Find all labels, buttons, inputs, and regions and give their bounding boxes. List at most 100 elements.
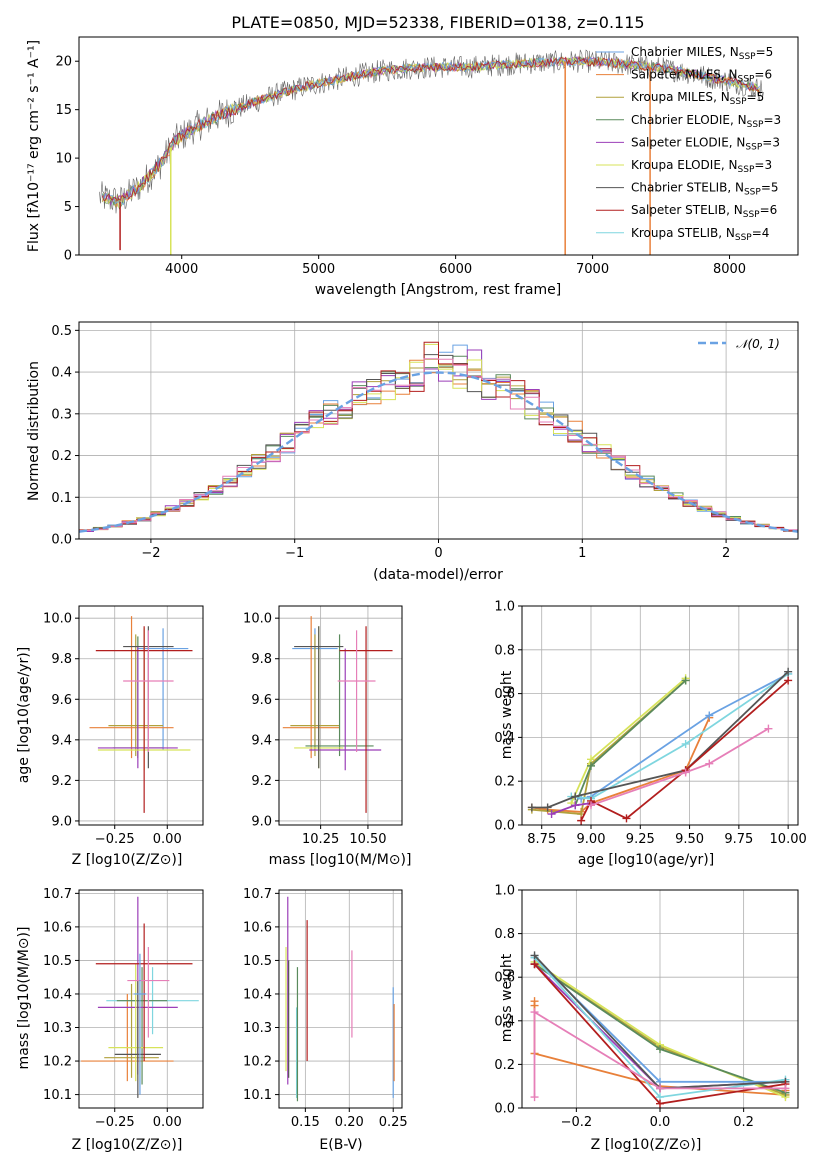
spectrum-legend-ssp-subscript: SSP — [739, 52, 756, 62]
residuals-y-tick-label: 0.0 — [51, 533, 72, 548]
mass-ebv-y-tick-label: 10.5 — [243, 954, 272, 969]
spectrum-legend-ssp-subscript: SSP — [747, 120, 764, 130]
spectrum-legend-name: Kroupa STELIB — [631, 226, 718, 240]
weight-z-x-label: Z [log10(Z/Z⊙)] — [591, 1137, 702, 1153]
weight-age-point-salpeter_elodie — [571, 801, 580, 810]
weight-age-point-pink — [705, 759, 714, 768]
residuals-y-tick-label: 0.3 — [51, 407, 72, 422]
age-z-y-tick-label: 9.6 — [51, 693, 72, 708]
weight-z-y-tick-label: 0.8 — [494, 927, 515, 942]
weight-age-point-chabrier_stelib — [543, 803, 552, 812]
weight-age-point-chabrier_miles — [705, 711, 714, 720]
spectrum-y-tick-label: 15 — [55, 103, 72, 118]
age-z-y-tick-label: 9.4 — [51, 733, 72, 748]
spectrum-legend-n-value: =3 — [763, 113, 781, 127]
weight-age-y-tick-label: 0.4 — [494, 731, 515, 746]
weight-z-x-tick-label: 0.0 — [650, 1115, 671, 1130]
spectrum-frame — [78, 36, 799, 256]
weight-age-point-chabrier_stelib — [784, 667, 793, 676]
mass-vs-ebv-panel: E(B-V) 0.15 0.20 0.25 10.1 10.2 10.3 10.4 10.5 1… — [243, 887, 408, 1153]
weight-age-point-salpeter_stelib — [784, 676, 793, 685]
spectrum-legend-label: Chabrier MILES, NSSP=5 — [631, 45, 773, 62]
weight-age-x-tick-label: 9.75 — [724, 832, 753, 847]
age-z-y-tick-label: 9.0 — [51, 814, 72, 829]
mass-z-y-tick-label: 10.5 — [43, 954, 72, 969]
spectrum-legend-name: Kroupa MILES — [631, 90, 713, 104]
weight-age-y-tick-label: 0.6 — [494, 687, 515, 702]
spectrum-legend-n-value: =6 — [754, 68, 772, 82]
residuals-x-tick-label: −1 — [285, 546, 304, 561]
mass-z-y-tick-label: 10.2 — [43, 1055, 72, 1070]
residuals-panel: (data-model)/error Normed distribution −… — [26, 321, 799, 583]
spectrum-legend-n-prefix: , N — [721, 68, 738, 82]
weight-z-point-salpeter_stelib — [530, 960, 539, 969]
weight-z-point-pink — [530, 1093, 539, 1102]
spectrum-legend-label: Chabrier ELODIE, NSSP=3 — [631, 113, 781, 130]
weight-vs-age-panel: mass weight age [log10(age/yr)] 8.75 9.00… — [494, 600, 806, 869]
spectrum-legend-ssp-subscript: SSP — [745, 142, 762, 152]
residuals-legend-label: 𝒩(0, 1) — [736, 337, 780, 351]
spectrum-legend-ssp-subscript: SSP — [738, 75, 755, 85]
spectrum-y-tick-label: 20 — [55, 55, 72, 70]
spectrum-legend-ssp-subscript: SSP — [744, 188, 761, 198]
age-mass-y-tick-label: 9.4 — [251, 733, 272, 748]
spectrum-x-tick-label: 7000 — [576, 262, 609, 277]
mass-ebv-y-tick-label: 10.2 — [243, 1055, 272, 1070]
mass-z-x-tick-label: −0.25 — [95, 1115, 135, 1130]
weight-age-x-label: age [log10(age/yr)] — [578, 852, 714, 868]
age-mass-y-tick-label: 9.0 — [251, 814, 272, 829]
weight-z-point-chabrier_stelib — [530, 951, 539, 960]
weight-z-frame — [521, 889, 799, 1109]
spectrum-legend-n-prefix: , N — [713, 90, 730, 104]
spectrum-legend-name: Chabrier ELODIE — [631, 113, 730, 127]
weight-z-y-label: mass weight — [499, 953, 515, 1042]
weight-age-point-chabrier_stelib — [571, 792, 580, 801]
weight-age-point-salpeter_stelib — [622, 814, 631, 823]
spectrum-legend-ssp-subscript: SSP — [735, 233, 752, 243]
mass-z-x-label: Z [log10(Z/Z⊙)] — [72, 1137, 183, 1153]
weight-z-point-pink — [656, 1084, 664, 1093]
residuals-x-tick-label: 2 — [722, 546, 730, 561]
spectrum-legend-label: Kroupa STELIB, NSSP=4 — [631, 226, 769, 243]
weight-age-x-tick-label: 8.75 — [527, 832, 556, 847]
weight-age-point-chabrier_elodie — [587, 761, 595, 770]
spectrum-legend-n-prefix: , N — [726, 203, 743, 217]
mass-z-y-tick-label: 10.3 — [43, 1021, 72, 1036]
weight-z-point-pink — [781, 1084, 790, 1093]
weight-z-y-tick-label: 0.0 — [494, 1102, 515, 1117]
age-mass-x-tick-label: 10.50 — [349, 832, 386, 847]
mass-z-y-tick-label: 10.1 — [43, 1088, 72, 1103]
spectrum-legend-name: Kroupa ELODIE — [631, 158, 721, 172]
spectrum-legend-n-prefix: , N — [722, 45, 739, 59]
weight-z-y-tick-label: 0.4 — [494, 1014, 515, 1029]
age-z-x-tick-label: −0.25 — [95, 832, 135, 847]
spectrum-x-tick-label: 5000 — [302, 262, 335, 277]
mass-ebv-x-tick-label: 0.25 — [379, 1115, 408, 1130]
residuals-x-tick-label: 1 — [578, 546, 586, 561]
spectrum-legend-n-value: =5 — [747, 90, 765, 104]
spectrum-legend-n-prefix: , N — [730, 113, 747, 127]
weight-age-point-pink — [587, 801, 595, 810]
mass-z-y-tick-label: 10.6 — [43, 920, 72, 935]
age-z-x-label: Z [log10(Z/Z⊙)] — [72, 852, 183, 868]
weight-age-y-tick-label: 0.0 — [494, 819, 515, 834]
weight-age-x-tick-label: 9.50 — [675, 832, 704, 847]
residuals-x-tick-label: −2 — [141, 546, 160, 561]
spectrum-legend-ssp-subscript: SSP — [738, 165, 755, 175]
spectrum-legend-n-value: =6 — [760, 203, 778, 217]
age-mass-x-label: mass [log10(M/M⊙)] — [269, 852, 412, 868]
age-z-y-tick-label: 9.8 — [51, 652, 72, 667]
spectrum-y-tick-label: 0 — [64, 249, 72, 264]
spectrum-legend-name: Chabrier MILES — [631, 45, 722, 59]
weight-age-series-salpeter_miles — [531, 717, 711, 813]
spectrum-legend-ssp-subscript: SSP — [743, 210, 760, 220]
spectrum-legend-label: Kroupa ELODIE, NSSP=3 — [631, 158, 772, 175]
spectrum-x-tick-label: 8000 — [713, 262, 746, 277]
mass-ebv-y-tick-label: 10.6 — [243, 920, 272, 935]
spectrum-x-label: wavelength [Angstrom, rest frame] — [315, 282, 561, 298]
residuals-y-tick-label: 0.1 — [51, 491, 72, 506]
mass-z-frame — [78, 889, 204, 1109]
spectrum-legend-name: Salpeter MILES — [631, 68, 721, 82]
weight-z-y-tick-label: 1.0 — [494, 884, 515, 899]
